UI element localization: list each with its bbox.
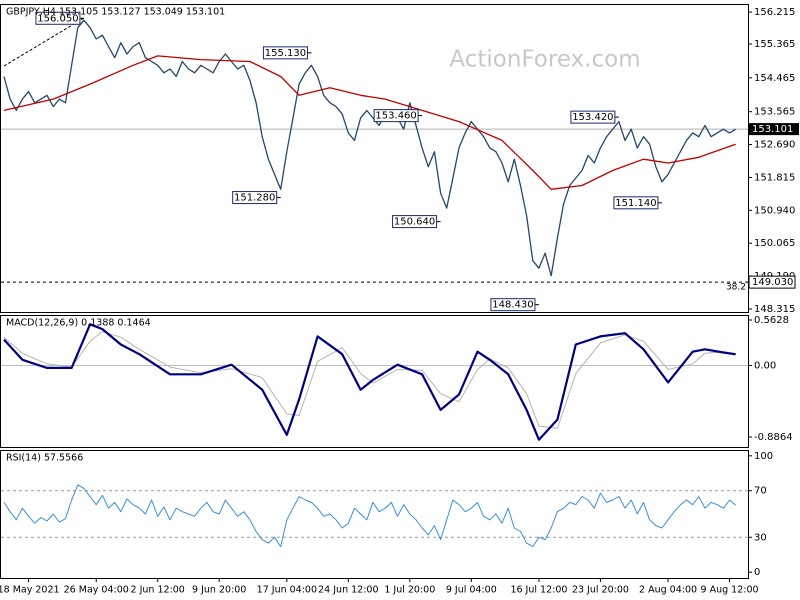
y-tick-label: 0.00 [754, 360, 776, 371]
annotation-box [373, 109, 419, 123]
y-tick-label: 152.690 [754, 140, 795, 151]
y-tick-label: 154.465 [754, 73, 795, 84]
y-tick-label: -0.8864 [754, 432, 793, 443]
panel-title: GBPJPY,H4 153.105 153.127 153.049 153.10… [6, 7, 225, 18]
y-tick-label: 70 [754, 486, 767, 497]
annotation-box [232, 191, 278, 205]
x-tick-label: 26 May 04:00 [64, 585, 129, 596]
x-tick-label: 9 Jul 04:00 [446, 585, 497, 596]
panel-title: RSI(14) 57.5566 [6, 453, 83, 464]
x-tick-label: 9 Aug 12:00 [701, 585, 759, 596]
series-line [3, 331, 736, 429]
panel-title: MACD(12,26,9) 0.1388 0.1464 [6, 318, 151, 329]
annotation-box [570, 110, 616, 124]
annotation-label: 148.430 [492, 300, 533, 311]
annotation-box [35, 11, 81, 25]
annotation-label: 156.050 [37, 13, 78, 24]
x-tick-label: 1 Jul 20:00 [384, 585, 435, 596]
y-tick-label: 30 [754, 532, 767, 543]
series-line [3, 55, 736, 190]
panel-border [0, 450, 749, 579]
y-tick-label: 151.815 [754, 172, 795, 183]
annotation-label: 150.640 [394, 217, 435, 228]
series-line [3, 484, 737, 548]
annotation-label: 153.420 [572, 112, 613, 123]
x-tick-label: 9 Jun 20:00 [192, 585, 246, 596]
y-tick-label: 100 [754, 451, 773, 462]
y-tick-label: 153.565 [754, 107, 795, 118]
last-price-box [749, 123, 799, 136]
x-tick-label: 17 Jun 04:00 [257, 585, 317, 596]
x-tick-label: 24 Jun 12:00 [318, 585, 378, 596]
series-line [3, 323, 736, 441]
y-tick-label: 150.065 [754, 238, 795, 249]
annotation-box [613, 196, 659, 210]
annotation-box [262, 46, 308, 60]
fib-label-box [748, 275, 796, 289]
x-tick-label: 2 Aug 04:00 [639, 585, 697, 596]
last-price-label: 153.101 [752, 124, 793, 135]
y-tick-label: 148.315 [754, 304, 795, 315]
annotation-box [490, 298, 536, 312]
fib-label: 149.030 [752, 277, 793, 288]
watermark: ActionForex.com [449, 47, 640, 73]
panel-border [0, 315, 749, 448]
x-tick-label: 23 Jul 20:00 [572, 585, 629, 596]
x-tick-label: 16 Jul 12:00 [510, 585, 567, 596]
series-line [3, 19, 737, 277]
panel-border [0, 4, 749, 313]
fib-ratio: 38.2 [726, 283, 746, 293]
x-tick-label: 2 Jun 12:00 [131, 585, 185, 596]
annotation-label: 153.460 [375, 111, 416, 122]
y-tick-label: 156.215 [754, 7, 795, 18]
annotation-label: 151.140 [615, 198, 656, 209]
y-tick-label: 0 [754, 567, 760, 578]
x-tick-label: 18 May 2021 [0, 585, 60, 596]
trend-line [3, 17, 85, 67]
annotation-label: 155.130 [265, 48, 306, 59]
annotation-label: 151.280 [234, 193, 275, 204]
y-tick-label: 155.365 [754, 39, 795, 50]
y-tick-label: 150.940 [754, 205, 795, 216]
y-tick-label: 0.5628 [754, 315, 789, 326]
annotation-box [392, 215, 438, 229]
